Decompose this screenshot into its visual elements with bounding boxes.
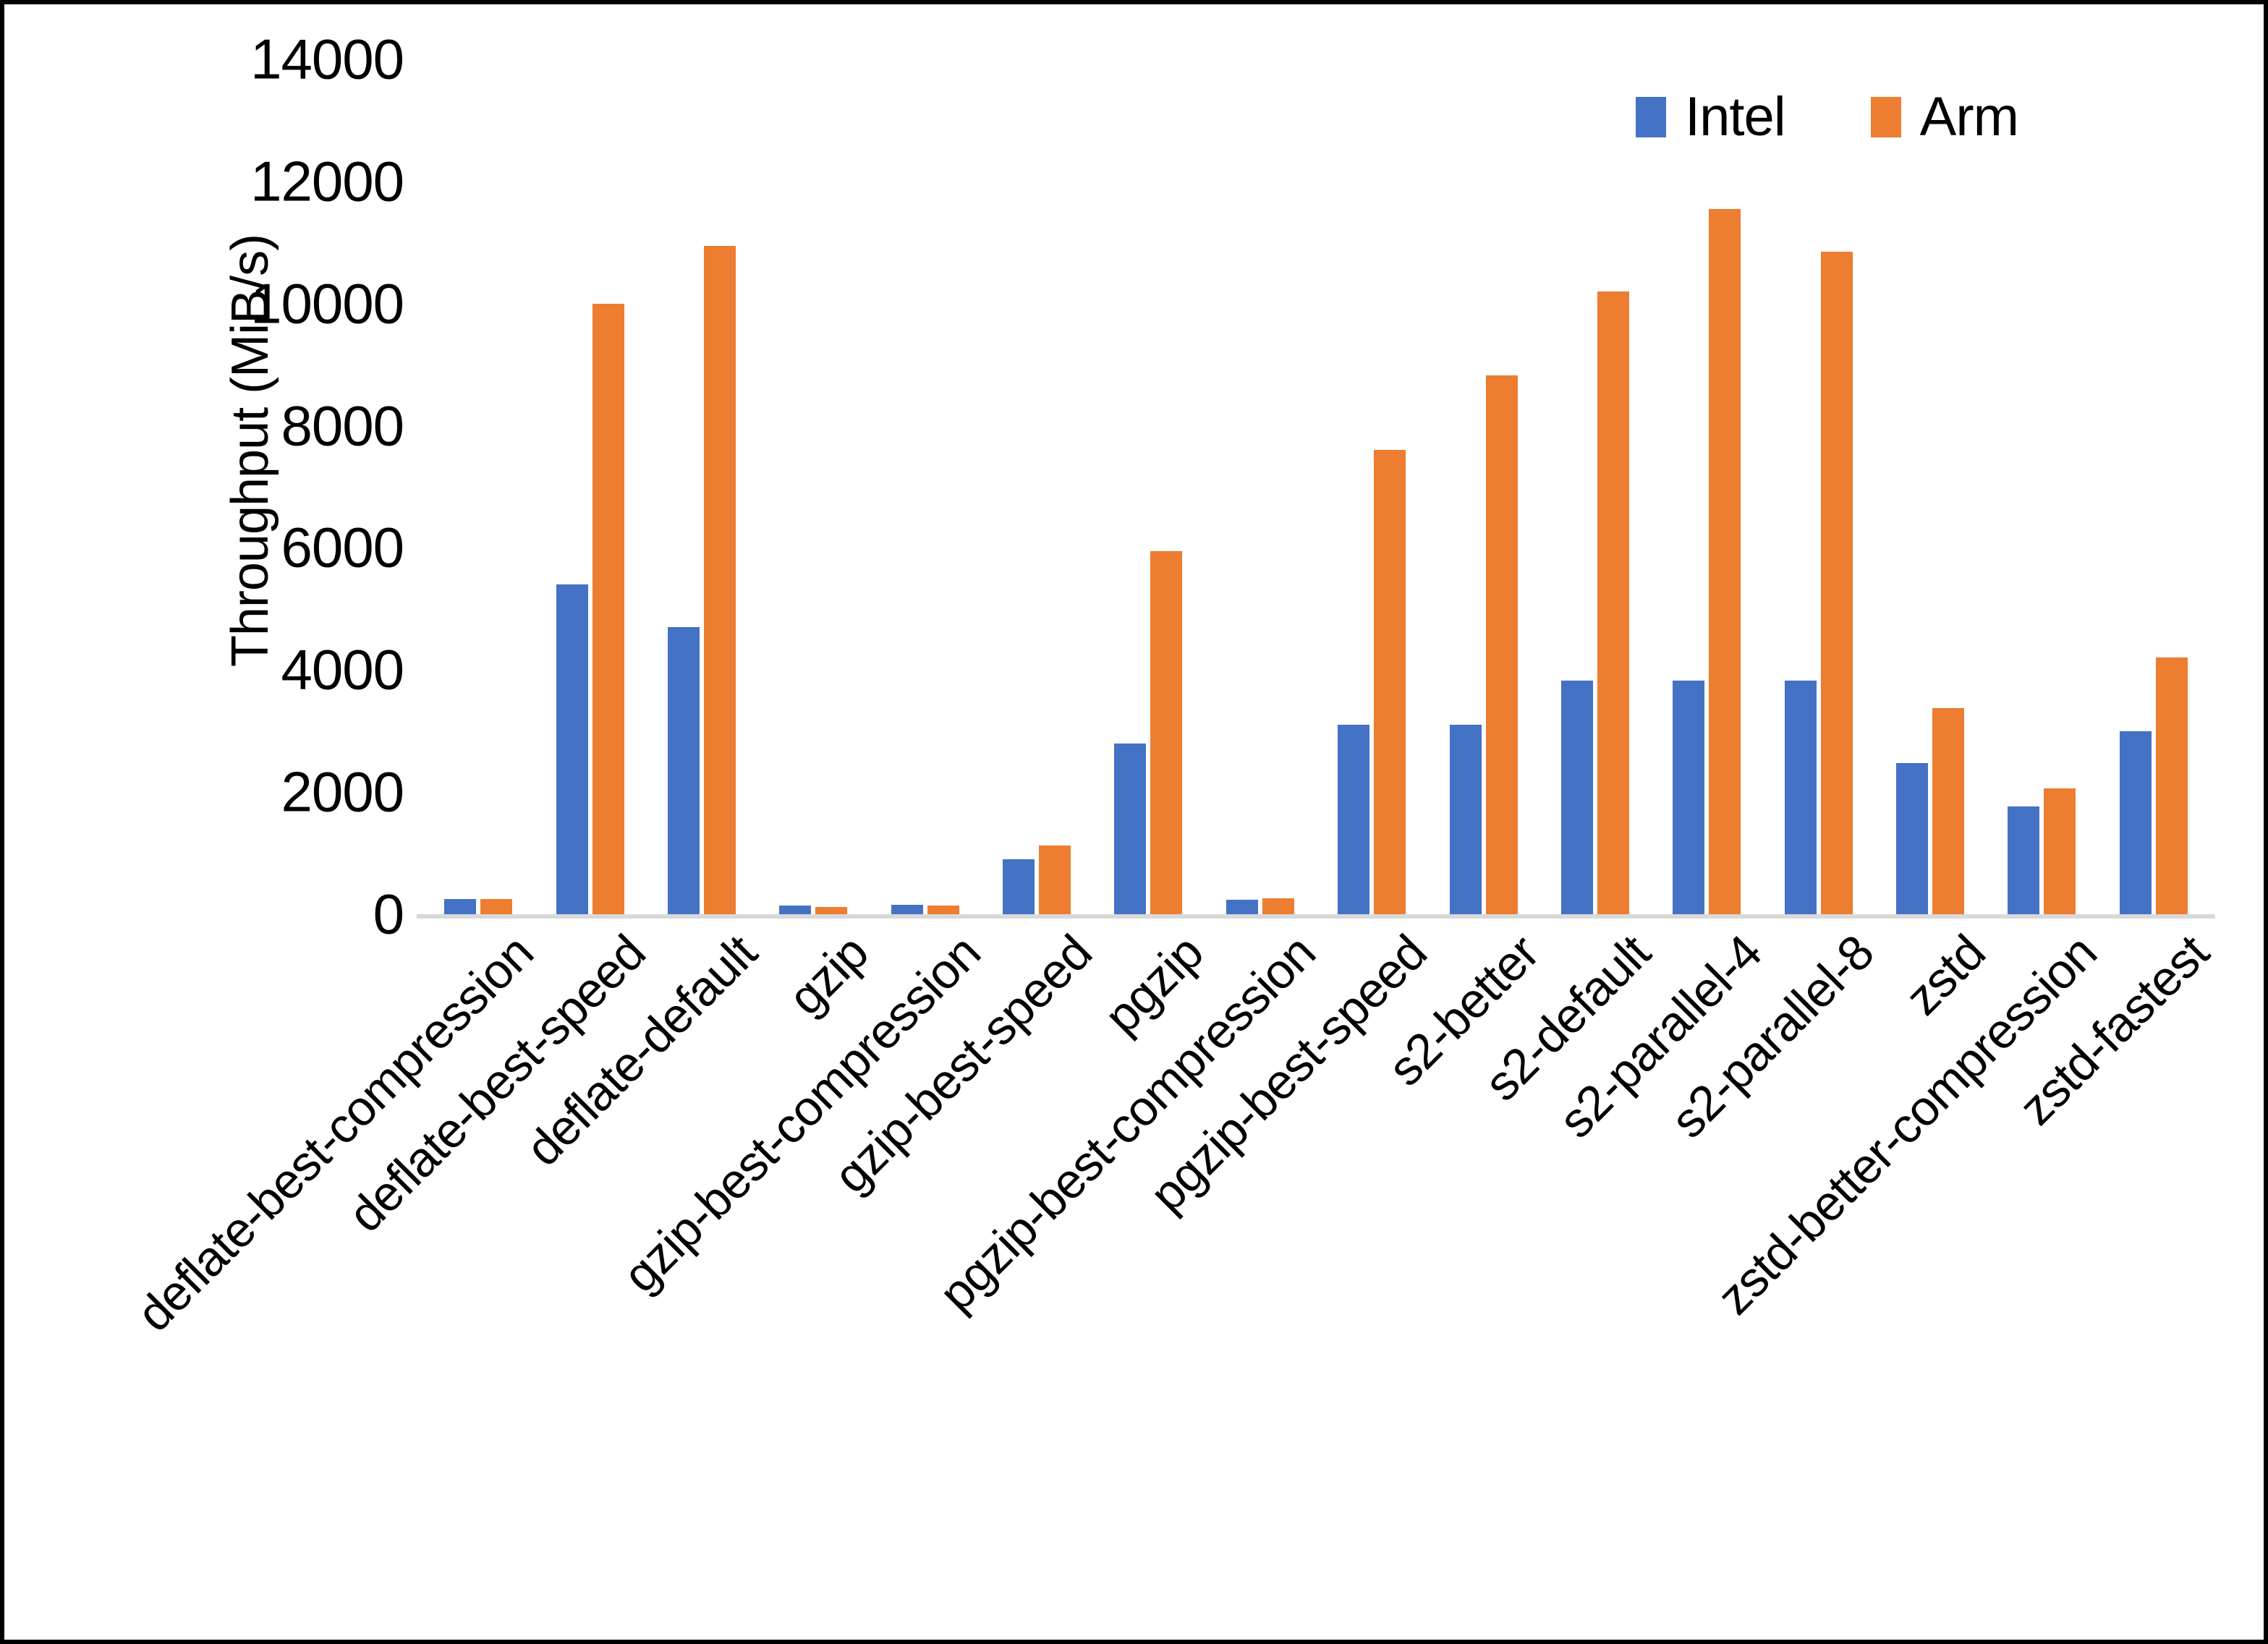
bar-intel (1673, 680, 1705, 914)
bar-intel (1449, 725, 1482, 914)
bar-intel (1338, 725, 1370, 914)
plot-area (417, 59, 2215, 919)
bar-intel (444, 898, 477, 914)
y-axis-tick-label: 10000 (250, 271, 404, 336)
bar-intel (1003, 859, 1035, 914)
bar-group (981, 59, 1092, 914)
bar-arm (1374, 450, 1406, 914)
bar-intel (1784, 680, 1817, 914)
bar-group (757, 59, 869, 914)
chart-legend: Intel Arm (1636, 85, 2019, 148)
legend-swatch-icon (1870, 96, 1901, 137)
bar-group (646, 59, 757, 914)
bar-group (1763, 59, 1874, 914)
bar-arm (703, 245, 736, 914)
bar-arm (1597, 291, 1629, 914)
bar-arm (1820, 251, 1853, 914)
bar-group (1092, 59, 1204, 914)
x-axis-line (417, 914, 2215, 919)
bar-arm (927, 906, 959, 914)
bar-group (1427, 59, 1539, 914)
legend-label: Intel (1685, 86, 1786, 148)
bar-arm (2155, 657, 2188, 914)
legend-label: Arm (1919, 86, 2019, 148)
bar-group (1205, 59, 1316, 914)
bar-group (534, 59, 645, 914)
bar-group (1539, 59, 1651, 914)
bar-intel (779, 906, 812, 914)
y-axis-tick-label: 14000 (250, 27, 404, 91)
legend-item-arm[interactable]: Arm (1870, 85, 2019, 148)
bar-arm (480, 898, 513, 914)
bar-arm (815, 906, 848, 914)
bar-intel (1226, 899, 1258, 914)
bar-arm (1150, 550, 1183, 914)
y-axis-tick-label: 12000 (250, 149, 404, 213)
bar-group (1316, 59, 1427, 914)
legend-item-intel[interactable]: Intel (1636, 85, 1786, 148)
bar-group (422, 59, 534, 914)
bar-arm (1039, 845, 1071, 914)
bar-intel (2119, 731, 2152, 914)
y-axis-tick-label: 0 (373, 882, 404, 946)
bar-group (2098, 59, 2209, 914)
y-axis-tick-label: 2000 (281, 759, 404, 824)
legend-swatch-icon (1636, 96, 1666, 137)
bar-intel (1560, 680, 1593, 914)
bar-arm (592, 303, 624, 914)
bar-group (1874, 59, 1986, 914)
y-axis-tick-label: 4000 (281, 637, 404, 702)
bar-intel (667, 627, 700, 914)
x-axis-tick-labels: deflate-best-compression deflate-best-spe… (127, 924, 2219, 1575)
y-axis-tick-label: 6000 (281, 515, 404, 579)
bar-intel (556, 584, 588, 914)
bar-intel (2008, 806, 2040, 914)
bar-arm (1709, 208, 1741, 914)
bar-intel (891, 905, 923, 914)
bar-group (1986, 59, 2097, 914)
bar-intel (1114, 743, 1147, 914)
bar-arm (1932, 707, 1965, 914)
bar-group (1651, 59, 1762, 914)
bar-arm (2044, 788, 2076, 914)
bar-arm (1485, 375, 1518, 914)
bar-group (870, 59, 981, 914)
bar-arm (1262, 898, 1294, 914)
y-axis-tick-label: 8000 (281, 393, 404, 458)
bar-intel (1896, 762, 1929, 914)
y-axis-tick-labels: 0 2000 4000 6000 8000 10000 12000 14000 (113, 4, 417, 1017)
